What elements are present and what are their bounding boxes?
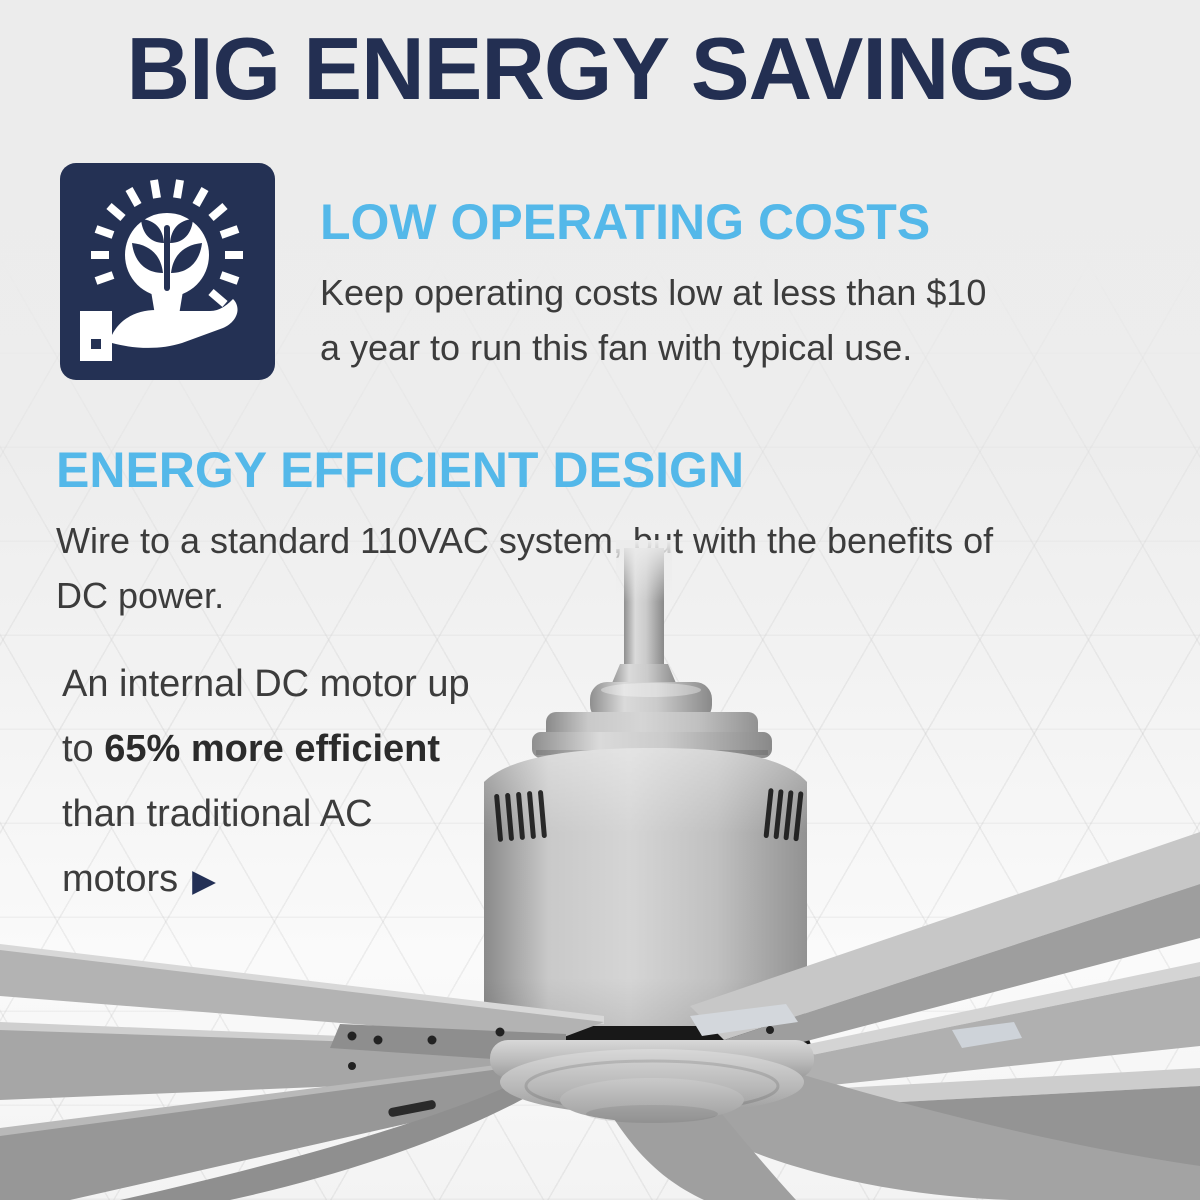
- note-line: motors ▶: [62, 847, 642, 913]
- vent-slots-left: [494, 790, 547, 842]
- blade-bracket-plate: [952, 1022, 1022, 1048]
- energy-bulb-glyph: [80, 179, 243, 361]
- note-line: than traditional AC: [62, 793, 373, 835]
- blade-bracket-plate: [690, 1004, 798, 1036]
- fan-downrod: [590, 540, 712, 722]
- fan-blades-left: [0, 944, 604, 1200]
- dc-motor-efficiency-note: An internal DC motor up to 65% more effi…: [62, 652, 642, 913]
- section-body-energy-efficient-design: Wire to a standard 110VAC system, but wi…: [56, 513, 1196, 623]
- body-line: Wire to a standard 110VAC system, but wi…: [56, 519, 994, 561]
- section-heading-low-operating-costs: LOW OPERATING COSTS: [320, 194, 931, 250]
- efficiency-highlight: 65% more efficient: [104, 728, 441, 770]
- section-energy-efficient-design: ENERGY EFFICIENT DESIGN Wire to a standa…: [56, 444, 1196, 623]
- vent-slots-right: [763, 788, 804, 842]
- section-heading-energy-efficient-design: ENERGY EFFICIENT DESIGN: [56, 442, 745, 498]
- hand-holding-energy-bulb-icon: [60, 163, 275, 380]
- fan-hub-cap: [490, 1040, 814, 1123]
- body-line: Keep operating costs low at less than $1…: [320, 271, 987, 313]
- page-title: BIG ENERGY SAVINGS: [126, 19, 1075, 118]
- body-line: DC power.: [56, 574, 225, 616]
- fan-motor-housing: [484, 748, 807, 1054]
- note-text: to: [62, 728, 105, 770]
- note-line: to 65% more efficient: [62, 717, 642, 782]
- note-line: An internal DC motor up: [62, 663, 470, 705]
- fan-blades-right: [672, 832, 1200, 1200]
- section-low-operating-costs: LOW OPERATING COSTS Keep operating costs…: [320, 196, 1200, 375]
- note-text: motors: [62, 858, 179, 900]
- blade-screws: [347, 1026, 774, 1070]
- right-arrow-icon: ▶: [192, 863, 216, 898]
- body-line: a year to run this fan with typical use.: [320, 326, 913, 368]
- ceiling-fan-product-image: [0, 540, 1200, 1200]
- section-body-low-operating-costs: Keep operating costs low at less than $1…: [320, 265, 1200, 375]
